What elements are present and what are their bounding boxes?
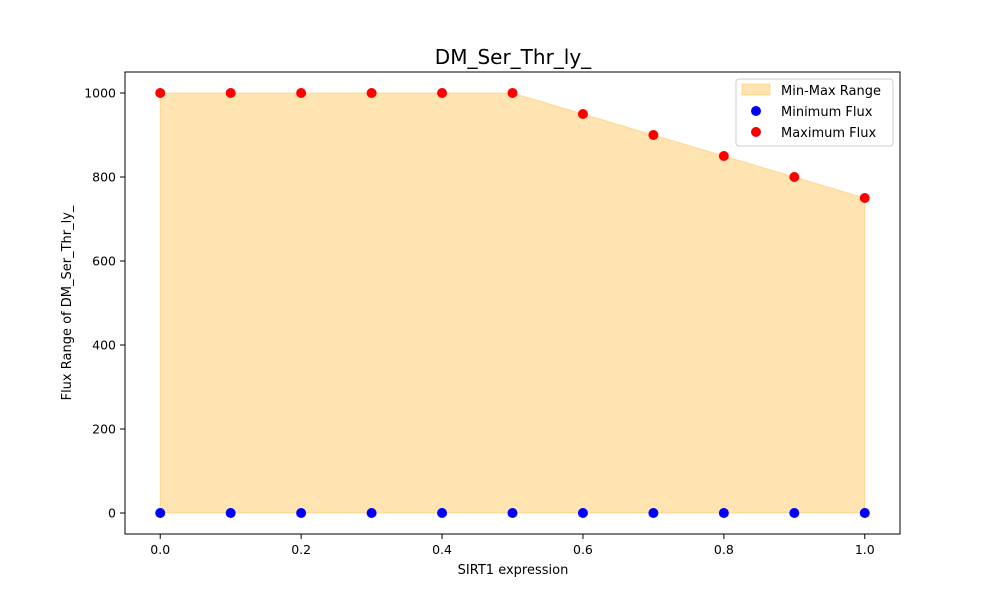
min-flux-point bbox=[225, 508, 236, 518]
max-flux-point bbox=[859, 193, 870, 203]
max-flux-point bbox=[296, 88, 307, 98]
y-tick-label: 200 bbox=[92, 422, 116, 437]
points-layer bbox=[155, 88, 870, 518]
legend-frame bbox=[735, 78, 894, 147]
y-tick-label: 800 bbox=[92, 170, 116, 185]
max-flux-point bbox=[507, 88, 518, 98]
min-flux-point bbox=[366, 508, 377, 518]
max-flux-point bbox=[225, 88, 236, 98]
legend-range-swatch bbox=[741, 83, 771, 96]
max-flux-point bbox=[718, 151, 729, 161]
min-flux-point bbox=[718, 508, 729, 518]
y-ticks: 0 200 400 600 800 1000 bbox=[84, 86, 125, 521]
max-flux-point bbox=[155, 88, 166, 98]
y-axis-label: Flux Range of DM_Ser_Thr_ly_ bbox=[60, 205, 75, 400]
plot-frame bbox=[124, 71, 901, 535]
x-tick-label: 0.8 bbox=[714, 542, 734, 557]
min-flux-point bbox=[577, 508, 588, 518]
legend-min-marker bbox=[751, 106, 761, 116]
max-flux-point bbox=[577, 109, 588, 119]
legend-min-label: Minimum Flux bbox=[781, 105, 873, 120]
min-flux-point bbox=[437, 508, 448, 518]
max-flux-point bbox=[648, 130, 659, 140]
min-max-range-band bbox=[159, 92, 866, 514]
legend-range-label: Min-Max Range bbox=[781, 84, 881, 99]
x-axis-label: SIRT1 expression bbox=[458, 563, 569, 578]
x-tick-label: 0.2 bbox=[291, 542, 311, 557]
x-tick-label: 0.0 bbox=[150, 542, 170, 557]
x-tick-label: 0.6 bbox=[573, 542, 593, 557]
x-tick-label: 1.0 bbox=[855, 542, 875, 557]
x-tick-label: 0.4 bbox=[432, 542, 452, 557]
min-flux-point bbox=[859, 508, 870, 518]
legend-max-marker bbox=[751, 127, 761, 137]
range-band-layer bbox=[159, 92, 866, 514]
y-tick-label: 1000 bbox=[84, 86, 116, 101]
max-flux-point bbox=[437, 88, 448, 98]
legend-max-label: Maximum Flux bbox=[781, 126, 877, 141]
min-flux-point bbox=[507, 508, 518, 518]
min-flux-point bbox=[155, 508, 166, 518]
min-flux-point bbox=[648, 508, 659, 518]
max-flux-point bbox=[366, 88, 377, 98]
y-tick-label: 0 bbox=[108, 506, 116, 521]
min-flux-point bbox=[296, 508, 307, 518]
min-flux-point bbox=[789, 508, 800, 518]
chart-title: DM_Ser_Thr_ly_ bbox=[435, 45, 592, 69]
max-flux-point bbox=[789, 172, 800, 182]
x-ticks: 0.0 0.2 0.4 0.6 0.8 1.0 bbox=[150, 534, 875, 557]
y-tick-label: 400 bbox=[92, 338, 116, 353]
y-tick-label: 600 bbox=[92, 254, 116, 269]
legend: Min-Max Range Minimum Flux Maximum Flux bbox=[735, 78, 894, 147]
